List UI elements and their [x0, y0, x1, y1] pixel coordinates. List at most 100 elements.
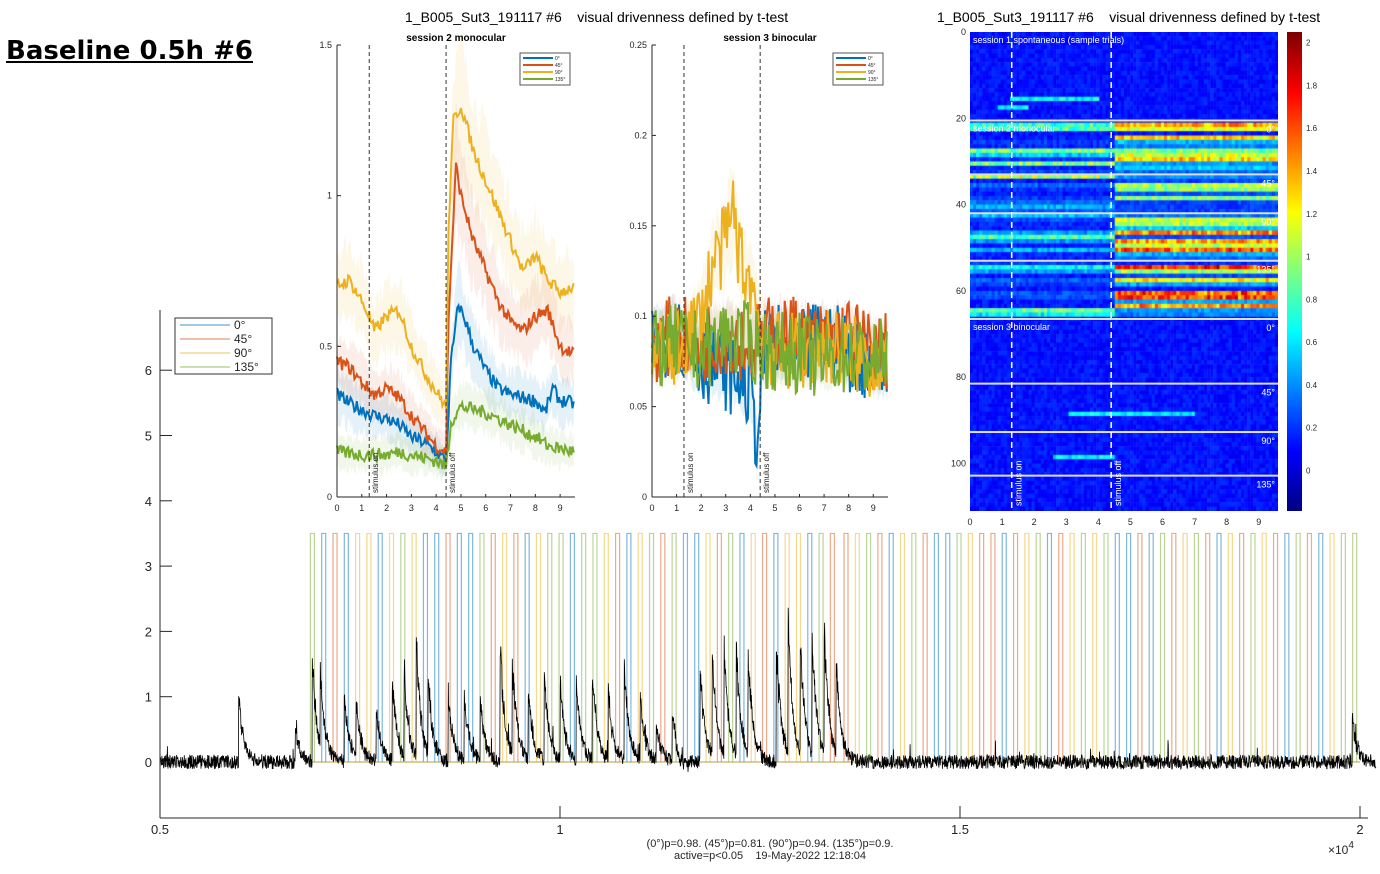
- y-tick-label: 4: [145, 494, 152, 509]
- stimulus-pulse-0deg: [1216, 532, 1222, 762]
- stimulus-pulse-0deg: [377, 532, 383, 762]
- stimulus-pulse-135deg: [1352, 532, 1358, 762]
- x-tick-label: 1: [674, 503, 679, 513]
- x-tick-label: 1.5: [951, 822, 969, 837]
- group-label: 90°: [1261, 436, 1275, 446]
- y-tick-label: 0.5: [319, 341, 332, 351]
- legend-label: 90°: [868, 70, 876, 76]
- legend-label: 45°: [868, 63, 876, 69]
- x-tick-label: 5: [458, 503, 463, 513]
- stimulus-pulse-45deg: [979, 532, 985, 762]
- y-tick-label: 20: [956, 113, 966, 123]
- x-tick-label: 0.5: [151, 822, 169, 837]
- stimulus-pulse-45deg: [1058, 532, 1064, 762]
- y-tick-label: 40: [956, 200, 966, 210]
- stimulus-pulse-135deg: [1080, 532, 1086, 762]
- y-tick-label: 0: [961, 27, 966, 37]
- stimulus-pulse-0deg: [524, 532, 530, 762]
- x-tick-label: 9: [558, 503, 563, 513]
- suptitle-left: 1_B005_Sut3_191117 #6 visual drivenness …: [405, 9, 789, 25]
- stimulus-pulse-0deg: [1125, 532, 1132, 762]
- y-tick-label: 1: [327, 191, 332, 201]
- x-tick-label: 3: [1064, 517, 1069, 527]
- stimulus-pulse-0deg: [1001, 532, 1007, 762]
- series-line-0deg: [336, 302, 575, 464]
- stimulus-pulse-90deg: [705, 532, 711, 762]
- stimulus-pulse-0deg: [694, 532, 700, 762]
- x-tick-label: 1: [1000, 517, 1005, 527]
- y-tick-label: 0.25: [629, 40, 647, 50]
- stimulus-marker-label: stimulus on: [1014, 460, 1024, 506]
- stimulus-pulse-135deg: [592, 532, 598, 762]
- stimulus-pulse-90deg: [967, 532, 973, 762]
- panel-title: session 3 binocular: [723, 33, 816, 44]
- y-tick-label: 0: [145, 755, 152, 770]
- colorbar-image: [1287, 32, 1302, 511]
- stimulus-pulse-90deg: [388, 532, 395, 762]
- group-label: 0°: [1266, 323, 1275, 333]
- legend-label: 45°: [555, 63, 563, 69]
- y-tick-label: 0.1: [634, 311, 647, 321]
- x-tick-label: 8: [1224, 517, 1229, 527]
- x-tick-label: 7: [508, 503, 513, 513]
- stimulus-pulse-90deg: [854, 532, 860, 762]
- stimulus-pulse-0deg: [456, 532, 462, 762]
- stimulus-pulse-45deg: [445, 532, 451, 762]
- stimulus-pulse-45deg: [490, 532, 496, 762]
- stimulus-pulse-45deg: [990, 532, 996, 762]
- legend-label: 0°: [868, 56, 873, 62]
- stimulus-pulse-0deg: [1284, 532, 1290, 762]
- stimulus-pulse-0deg: [422, 532, 429, 762]
- y-tick-label: 0.2: [634, 130, 647, 140]
- stimulus-pulse-90deg: [535, 532, 542, 762]
- stimulus-pulse-45deg: [1239, 532, 1245, 762]
- colorbar-tick-label: 1: [1306, 253, 1311, 262]
- series-line-135deg: [651, 300, 888, 396]
- stimulus-pulse-0deg: [945, 532, 951, 762]
- stimulus-pulse-90deg: [1182, 532, 1188, 762]
- line-panel-2: 0 1 2 3 4 5 6 7 8 9 0 0.05 0.1 0.15 0.2 0.25 session 3 b…: [629, 33, 888, 513]
- stimulus-pulse-45deg: [513, 532, 519, 762]
- x-multiplier: ×104: [1328, 840, 1354, 857]
- stimulus-pulse-135deg: [1035, 532, 1041, 762]
- x-multiplier-base: ×10: [1328, 843, 1349, 857]
- stimulus-marker-label: stimulus on: [371, 453, 380, 493]
- stimulus-pulse-45deg: [922, 532, 928, 762]
- stimulus-pulse-0deg: [933, 532, 940, 762]
- error-band-90deg: [337, 33, 574, 429]
- stimulus-pulse-90deg: [1329, 532, 1335, 762]
- x-tick-label: 8: [533, 503, 538, 513]
- stimulus-pulse-0deg: [626, 532, 632, 762]
- stimulus-pulse-45deg: [829, 532, 835, 762]
- stimulus-pulse-135deg: [956, 532, 962, 762]
- stimulus-pulse-0deg: [1114, 532, 1120, 762]
- colorbar-tick-label: 0.6: [1306, 338, 1318, 347]
- x-tick-label: 0: [967, 517, 972, 527]
- colorbar-tick-label: 1.2: [1306, 210, 1318, 219]
- footer-timestamp: active=p<0.05 19-May-2022 12:18:04: [673, 850, 867, 862]
- legend-label: 0°: [234, 318, 246, 332]
- stimulus-pulse-0deg: [434, 532, 440, 762]
- colorbar-tick-label: 0.4: [1306, 381, 1318, 390]
- stimulus-pulse-0deg: [1318, 532, 1324, 762]
- stimulus-pulse-0deg: [343, 532, 349, 762]
- colorbar-tick-label: 2: [1306, 39, 1311, 48]
- error-band-135deg: [337, 378, 574, 483]
- y-tick-label: 0: [327, 492, 332, 502]
- stimulus-pulse-90deg: [1024, 532, 1030, 762]
- stimulus-pulse-135deg: [1159, 532, 1166, 762]
- footer-pvalues: (0°)p=0.98. (45°)p=0.81. (90°)p=0.94. (1…: [646, 838, 894, 850]
- stimulus-pulse-45deg: [615, 532, 621, 762]
- x-tick-label: 2: [1356, 822, 1363, 837]
- stimulus-pulse-90deg: [355, 532, 361, 762]
- legend-label: 45°: [234, 332, 252, 346]
- stimulus-pulse-135deg: [400, 532, 406, 762]
- y-tick-label: 2: [145, 624, 152, 639]
- stimulus-pulse-90deg: [899, 532, 906, 762]
- stimulus-pulse-90deg: [1261, 532, 1267, 762]
- y-tick-label: 100: [951, 459, 966, 469]
- panel-title: session 2 monocular: [406, 33, 506, 44]
- x-tick-label: 4: [434, 503, 439, 513]
